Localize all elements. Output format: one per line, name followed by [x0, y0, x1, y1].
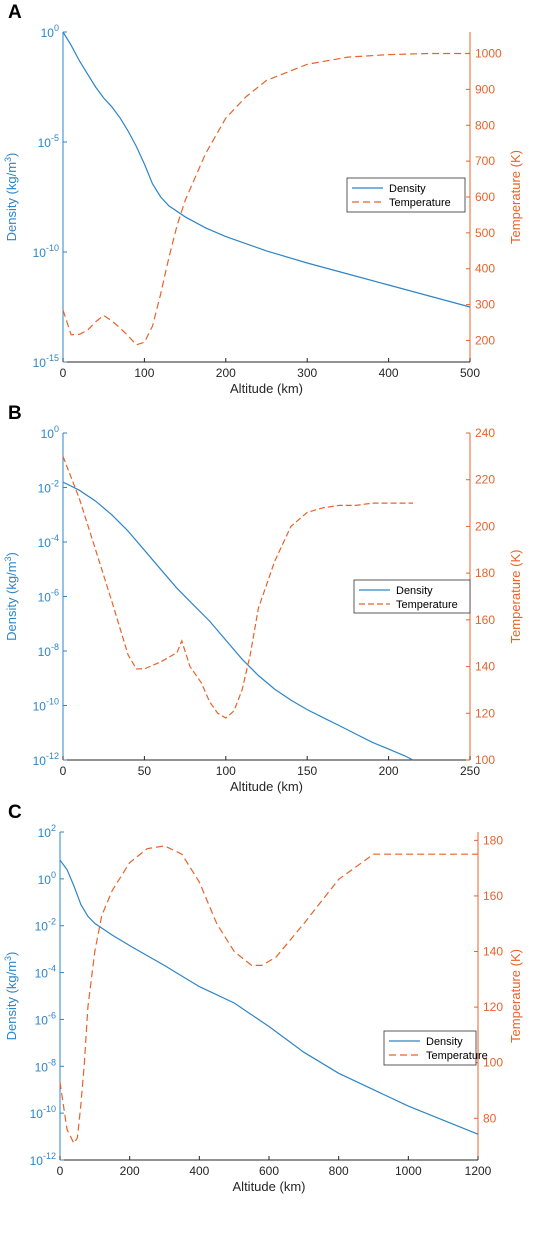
- panel-label: C: [8, 802, 22, 823]
- right-tick-label: 140: [483, 945, 503, 959]
- left-tick-label: 10-10: [30, 1104, 56, 1121]
- left-tick-label: 10-12: [30, 1151, 56, 1168]
- density-line: [59, 859, 479, 1135]
- temperature-line: [62, 52, 470, 346]
- temperature-line: [62, 456, 413, 719]
- legend-label: Density: [396, 585, 433, 597]
- left-axis-label: Density (kg/m3): [3, 552, 19, 641]
- right-tick-label: 100: [483, 1056, 503, 1070]
- right-tick-label: 180: [475, 566, 495, 580]
- left-tick-label: 10-8: [38, 642, 59, 659]
- legend: Density Temperature: [383, 1030, 488, 1066]
- right-axis-label: Temperature (K): [508, 949, 523, 1043]
- panel-a: A 0 100 200 300 400 500 Altitude (km) 100 10-5 10-…: [3, 2, 523, 396]
- left-tick-label: 10-2: [35, 917, 56, 934]
- left-tick-label: 10-4: [35, 964, 56, 981]
- x-tick-label: 200: [120, 1164, 140, 1178]
- x-tick-label: 150: [297, 764, 317, 778]
- right-tick-label: 120: [475, 706, 495, 720]
- legend-label: Density: [389, 183, 426, 195]
- legend-box: [353, 579, 471, 614]
- x-tick-label: 0: [60, 366, 67, 380]
- legend: Density Temperature: [346, 177, 466, 213]
- left-tick-label: 10-6: [38, 588, 59, 605]
- x-tick-label: 200: [216, 366, 236, 380]
- left-tick-label: 10-4: [38, 533, 59, 550]
- x-tick-label: 50: [138, 764, 152, 778]
- right-tick-label: 900: [475, 82, 495, 96]
- panel-label: A: [8, 2, 22, 23]
- right-axis-label: Temperature (K): [508, 150, 523, 244]
- right-tick-label: 160: [475, 613, 495, 627]
- legend-label: Density: [426, 1036, 463, 1048]
- right-tick-label: 120: [483, 1000, 503, 1014]
- right-tick-label: 100: [475, 753, 495, 767]
- legend-label: Temperature: [396, 599, 458, 611]
- x-tick-label: 250: [460, 764, 480, 778]
- x-tick-label: 100: [216, 764, 236, 778]
- x-tick-label: 100: [134, 366, 154, 380]
- right-tick-label: 300: [475, 298, 495, 312]
- left-tick-label: 10-15: [33, 353, 59, 370]
- right-tick-label: 160: [483, 889, 503, 903]
- x-axis-label: Altitude (km): [230, 381, 303, 396]
- x-tick-label: 200: [379, 764, 399, 778]
- legend-label: Temperature: [389, 197, 451, 209]
- x-tick-label: 0: [57, 1164, 64, 1178]
- legend-label: Temperature: [426, 1050, 488, 1062]
- left-tick-label: 10-10: [33, 243, 59, 260]
- right-tick-label: 500: [475, 226, 495, 240]
- panel-label: B: [8, 403, 22, 424]
- right-tick-label: 800: [475, 118, 495, 132]
- x-tick-label: 400: [379, 366, 399, 380]
- right-tick-label: 140: [475, 660, 495, 674]
- right-tick-label: 400: [475, 262, 495, 276]
- left-tick-label: 102: [38, 823, 56, 840]
- panel-c: C 0 200 400 600 800 1000 1200 Altitude (km) 102 10…: [3, 802, 523, 1194]
- left-tick-label: 10-8: [35, 1057, 56, 1074]
- right-tick-label: 220: [475, 473, 495, 487]
- x-tick-label: 300: [297, 366, 317, 380]
- x-tick-label: 600: [259, 1164, 279, 1178]
- right-tick-label: 180: [483, 833, 503, 847]
- density-line: [62, 481, 414, 761]
- left-tick-label: 10-10: [33, 697, 59, 714]
- left-tick-label: 10-12: [33, 751, 59, 768]
- right-tick-label: 200: [475, 333, 495, 347]
- right-tick-label: 700: [475, 154, 495, 168]
- right-tick-label: 600: [475, 190, 495, 204]
- legend-box: [383, 1030, 477, 1066]
- density-line: [62, 31, 471, 308]
- right-tick-label: 200: [475, 519, 495, 533]
- legend-box: [346, 177, 466, 213]
- left-axis-label: Density (kg/m3): [3, 153, 19, 242]
- left-tick-label: 10-2: [38, 479, 59, 496]
- x-tick-label: 1200: [465, 1164, 492, 1178]
- x-tick-label: 0: [60, 764, 67, 778]
- x-axis-label: Altitude (km): [230, 779, 303, 794]
- right-tick-label: 80: [483, 1111, 497, 1125]
- legend: Density Temperature: [353, 579, 471, 614]
- right-tick-label: 1000: [475, 47, 502, 61]
- left-tick-label: 100: [41, 23, 59, 40]
- right-axis-label: Temperature (K): [508, 550, 523, 644]
- x-tick-label: 1000: [395, 1164, 422, 1178]
- left-tick-label: 10-5: [38, 133, 59, 150]
- left-tick-label: 100: [38, 870, 56, 887]
- left-axis-label: Density (kg/m3): [3, 952, 19, 1041]
- left-tick-label: 10-6: [35, 1010, 56, 1027]
- x-tick-label: 800: [329, 1164, 349, 1178]
- left-tick-label: 100: [41, 424, 59, 441]
- x-axis-label: Altitude (km): [233, 1179, 306, 1194]
- temperature-line: [59, 845, 478, 1145]
- right-tick-label: 240: [475, 426, 495, 440]
- x-tick-label: 400: [189, 1164, 209, 1178]
- x-tick-label: 500: [460, 366, 480, 380]
